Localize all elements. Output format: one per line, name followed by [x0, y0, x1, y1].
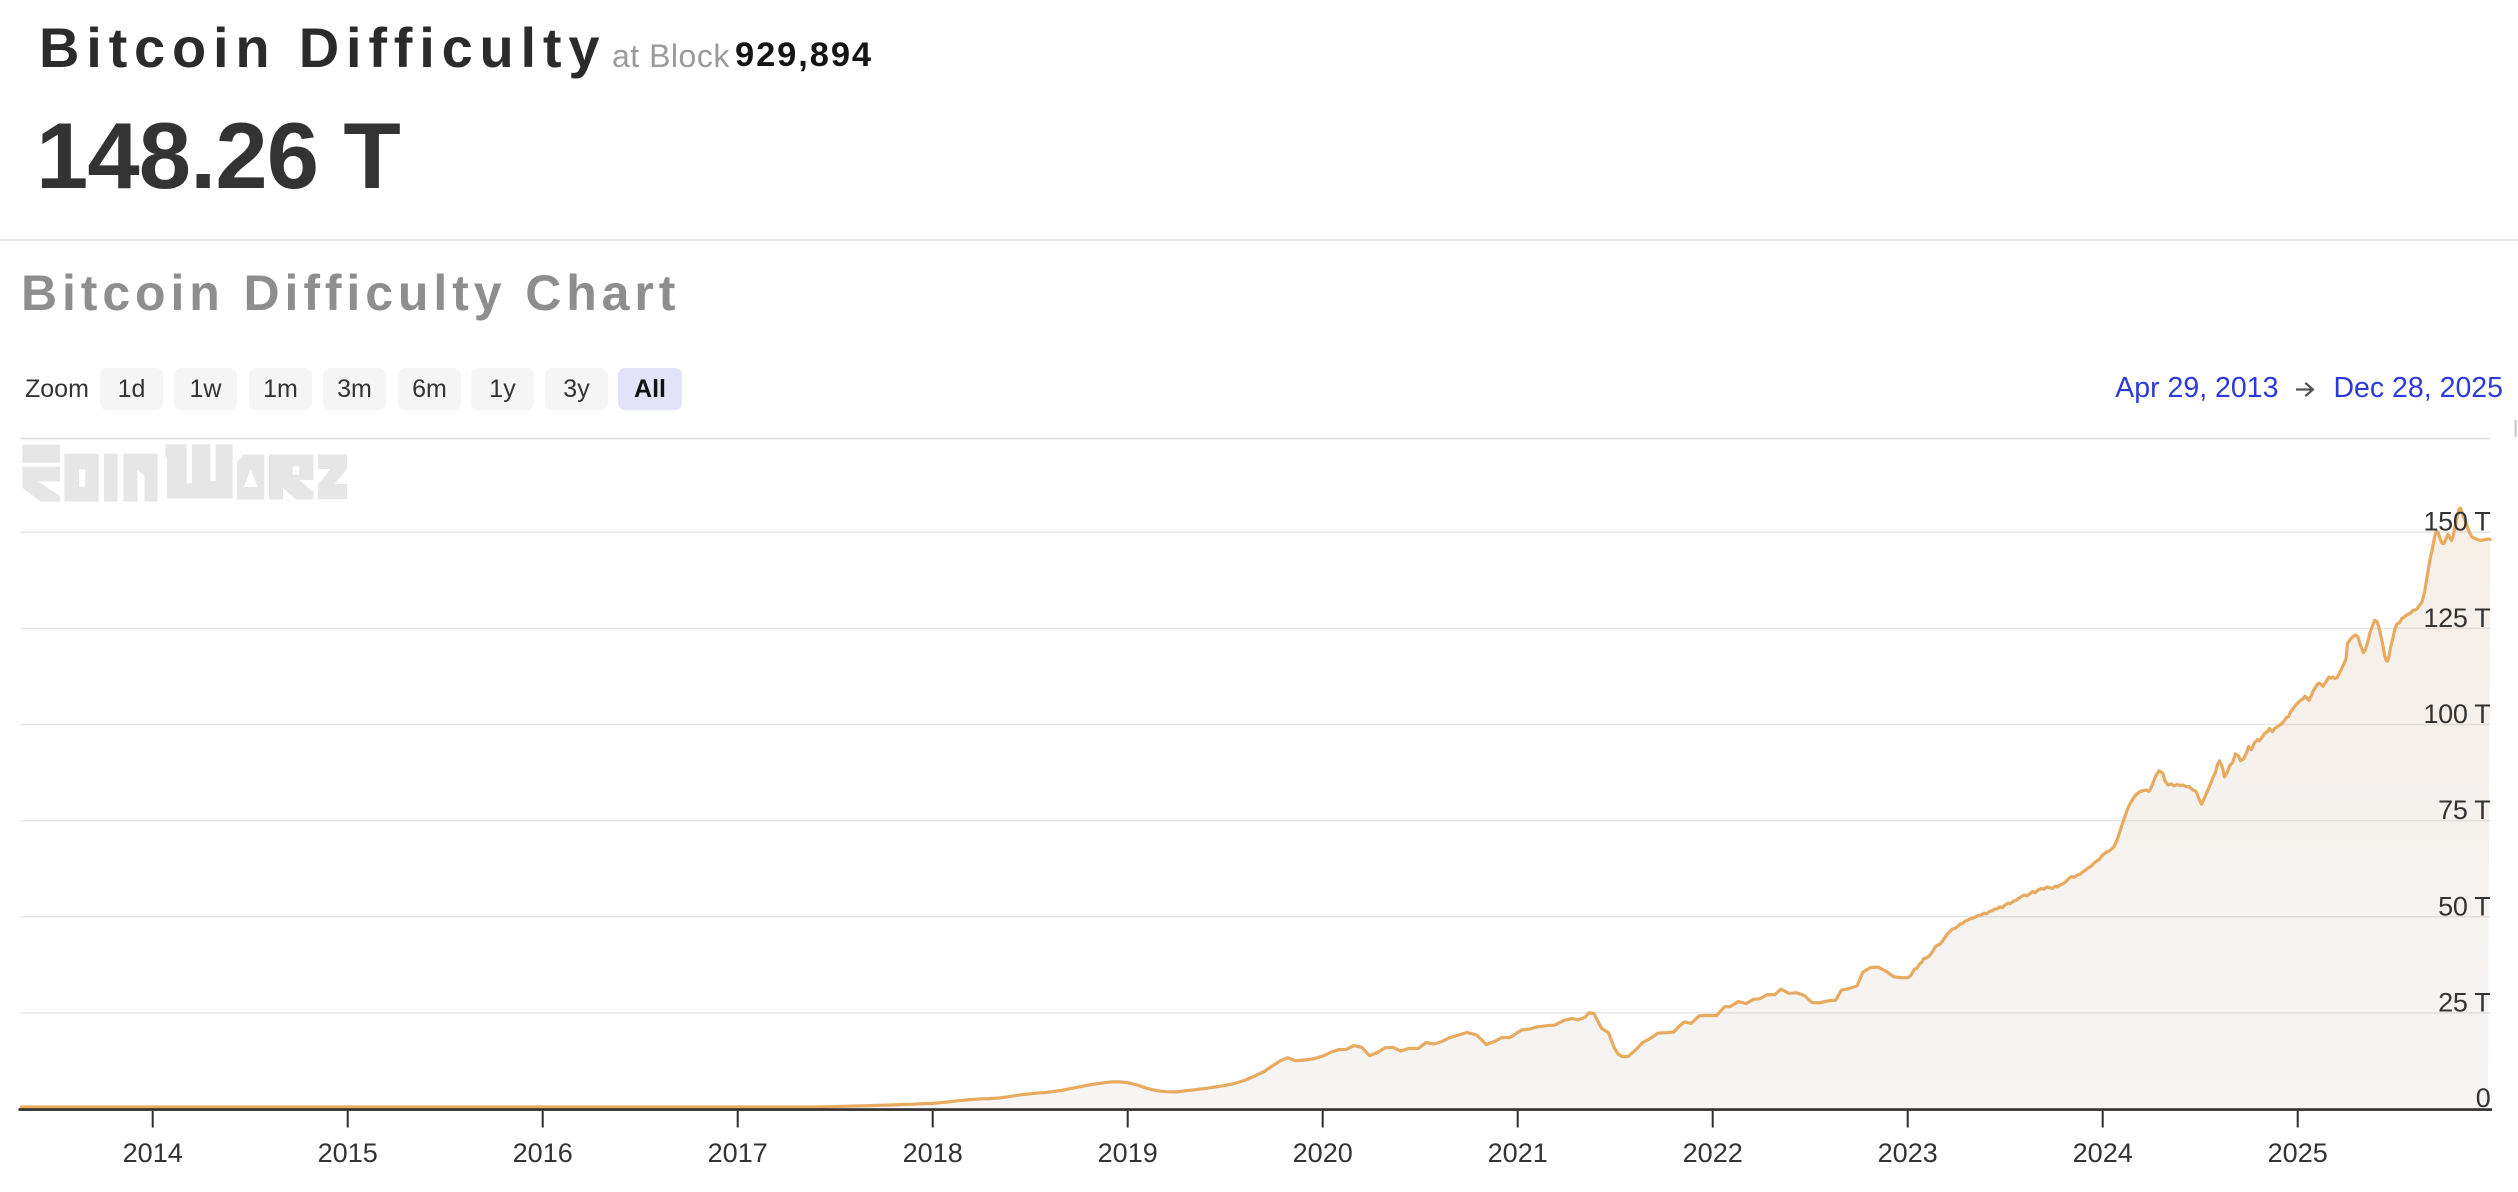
svg-text:150 T: 150 T	[2423, 507, 2490, 537]
svg-text:2017: 2017	[708, 1138, 768, 1168]
svg-text:2020: 2020	[1293, 1138, 1353, 1168]
svg-text:2016: 2016	[513, 1138, 573, 1168]
svg-text:2023: 2023	[1878, 1138, 1938, 1168]
svg-text:0: 0	[2476, 1083, 2491, 1113]
svg-text:2025: 2025	[2268, 1138, 2328, 1168]
svg-text:50 T: 50 T	[2438, 891, 2490, 921]
svg-text:2015: 2015	[318, 1138, 378, 1168]
svg-text:2018: 2018	[903, 1138, 963, 1168]
svg-text:125 T: 125 T	[2423, 603, 2490, 633]
svg-text:75 T: 75 T	[2438, 795, 2490, 825]
svg-text:25 T: 25 T	[2438, 987, 2490, 1017]
svg-text:100 T: 100 T	[2423, 699, 2490, 729]
svg-text:2022: 2022	[1683, 1138, 1743, 1168]
svg-text:2024: 2024	[2073, 1138, 2133, 1168]
svg-text:2019: 2019	[1098, 1138, 1158, 1168]
svg-text:2021: 2021	[1488, 1138, 1548, 1168]
svg-text:2014: 2014	[123, 1138, 183, 1168]
